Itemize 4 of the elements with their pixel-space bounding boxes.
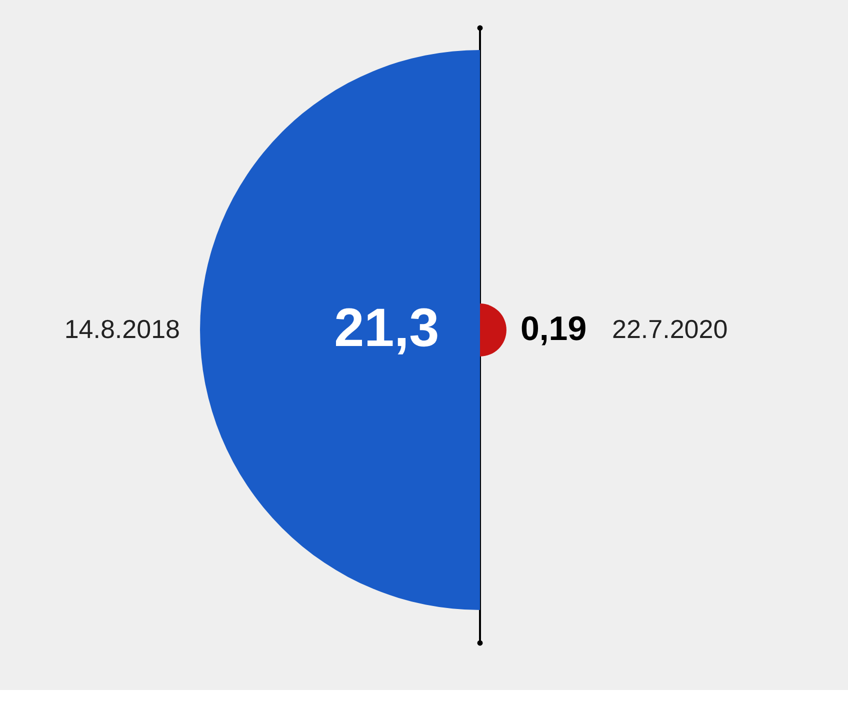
category-label: 14.8.2018 bbox=[64, 314, 180, 344]
data-label: 21,3 bbox=[334, 298, 440, 358]
category-label: 22.7.2020 bbox=[612, 314, 728, 344]
data-label: 0,19 bbox=[520, 310, 587, 348]
